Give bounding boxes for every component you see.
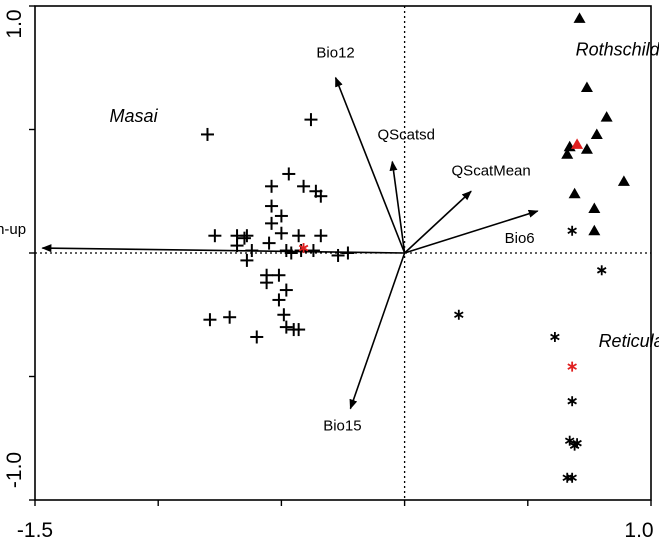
point-masai bbox=[265, 216, 279, 230]
point-masai bbox=[279, 283, 293, 297]
y-tick-label-min: -1.0 bbox=[3, 452, 26, 488]
point-reticulated bbox=[454, 309, 464, 320]
point-masai bbox=[292, 229, 306, 243]
point-rothschild-s bbox=[600, 111, 613, 122]
environmental-vectors bbox=[41, 76, 539, 410]
point-reticulated bbox=[567, 225, 577, 236]
vector-label-qscatsd: QScatsd bbox=[378, 127, 436, 144]
point-masai bbox=[230, 239, 244, 253]
point-reticulated bbox=[562, 472, 573, 483]
point-masai bbox=[306, 244, 320, 258]
point-masai bbox=[265, 179, 279, 193]
point-rothschild-s bbox=[617, 175, 630, 186]
labels: -1.5 1.0 1.0 -1.0 Bio12 QScatsd QScatMean Bio6 G… bbox=[0, 9, 659, 542]
centroid-reticulated bbox=[567, 361, 577, 372]
point-reticulated bbox=[567, 396, 577, 407]
point-masai bbox=[272, 268, 286, 282]
point-masai bbox=[208, 229, 222, 243]
point-masai bbox=[245, 244, 259, 258]
x-tick-label-max: 1.0 bbox=[624, 519, 653, 542]
point-masai bbox=[287, 323, 301, 337]
point-masai bbox=[272, 293, 286, 307]
point-rothschild-s bbox=[588, 224, 601, 236]
point-masai bbox=[282, 167, 296, 181]
point-reticulated bbox=[569, 440, 580, 451]
point-masai bbox=[265, 199, 279, 213]
point-masai bbox=[314, 189, 328, 203]
point-rothschild-s bbox=[568, 187, 581, 199]
axis-ticks bbox=[29, 5, 652, 506]
point-reticulated bbox=[596, 265, 607, 276]
vector-label-qscatmean: QScatMean bbox=[452, 162, 531, 179]
centroid-masai bbox=[298, 243, 309, 254]
point-masai bbox=[279, 320, 293, 334]
point-masai bbox=[277, 308, 291, 322]
vector-label-green-up: Green-up bbox=[0, 221, 26, 238]
point-masai bbox=[200, 127, 214, 141]
point-masai bbox=[237, 231, 251, 245]
data-points bbox=[200, 12, 630, 483]
point-rothschild-s bbox=[588, 202, 601, 214]
point-masai bbox=[297, 179, 311, 193]
point-masai bbox=[331, 248, 345, 262]
vector-qscatsd bbox=[389, 160, 406, 254]
point-masai bbox=[314, 229, 328, 243]
y-tick-label-max: 1.0 bbox=[3, 9, 26, 38]
point-rothschild-s bbox=[573, 12, 586, 23]
vector-label-bio6: Bio6 bbox=[505, 230, 535, 247]
point-masai bbox=[250, 330, 264, 344]
point-masai bbox=[260, 276, 274, 290]
point-masai bbox=[203, 313, 217, 327]
point-masai bbox=[304, 113, 318, 127]
vector-label-bio12: Bio12 bbox=[316, 45, 354, 62]
point-masai bbox=[274, 226, 288, 240]
point-reticulated bbox=[564, 435, 575, 446]
point-masai bbox=[223, 310, 237, 324]
point-rothschild-s bbox=[590, 128, 603, 139]
vector-label-bio15: Bio15 bbox=[323, 418, 361, 435]
point-rothschild-s bbox=[580, 81, 593, 93]
point-reticulated bbox=[567, 472, 577, 483]
x-tick-label-min: -1.5 bbox=[17, 519, 53, 542]
point-masai bbox=[284, 246, 298, 260]
point-masai bbox=[240, 253, 254, 267]
point-reticulated bbox=[550, 331, 560, 342]
point-masai bbox=[274, 209, 288, 223]
point-masai bbox=[262, 236, 276, 250]
group-label-masai: Masai bbox=[110, 106, 159, 126]
point-rothschild-s bbox=[561, 148, 574, 159]
point-masai bbox=[341, 246, 355, 260]
point-rothschild-s bbox=[580, 143, 593, 154]
vector-bio6 bbox=[404, 209, 539, 254]
vector-bio12 bbox=[334, 76, 406, 254]
centroid-rothschild-s bbox=[571, 138, 584, 149]
group-label-reticulated: Reticulated bbox=[599, 331, 659, 351]
vector-bio15 bbox=[349, 252, 406, 410]
vector-qscatmean bbox=[404, 190, 472, 254]
group-label-rothschild-s: Rothschild's bbox=[576, 39, 659, 59]
